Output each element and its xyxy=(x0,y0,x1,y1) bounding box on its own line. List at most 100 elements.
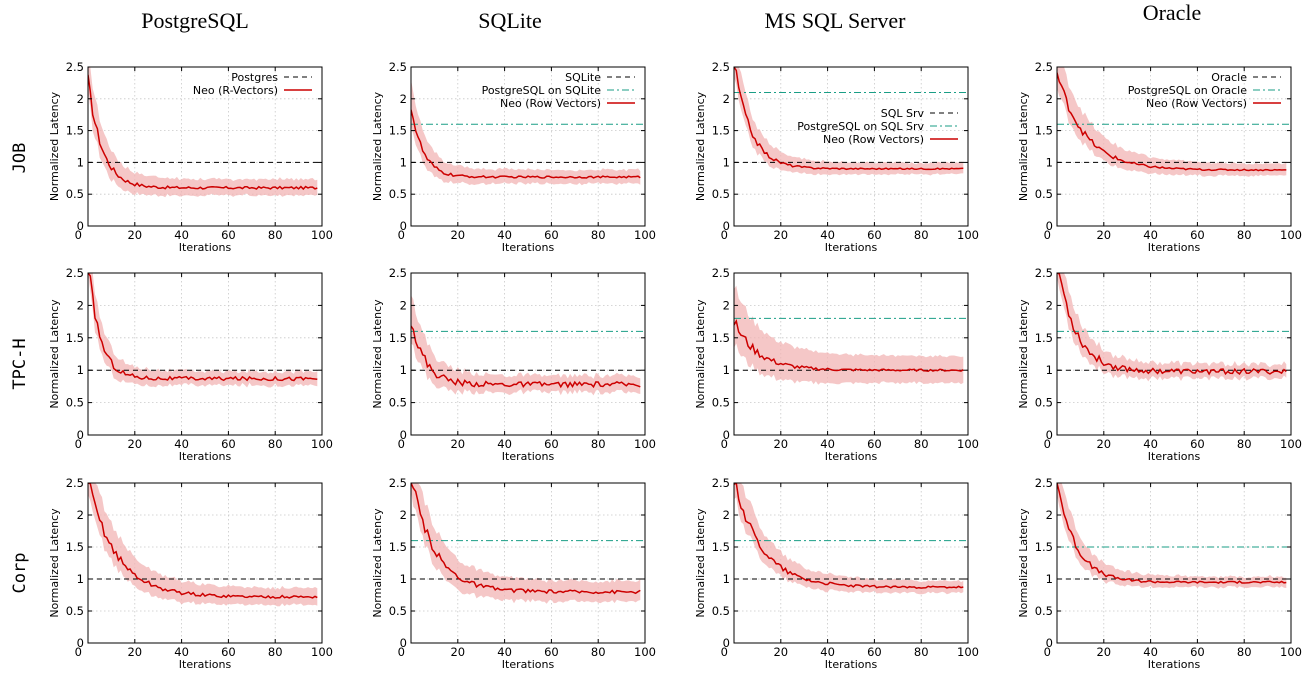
y-tick-label: 1 xyxy=(400,363,407,377)
panel-tpch-oracle: 0 20 40 60 80 100 0 0.5 1 1.5 2 2.5 Iterations Normal… xyxy=(1017,266,1302,463)
panel-corp-sqlite: 0 20 40 60 80 100 0 0.5 1 1.5 2 2.5 Iterations Normal… xyxy=(371,476,656,671)
y-tick-label: 2.5 xyxy=(1035,266,1053,280)
plot-frame xyxy=(1056,272,1292,436)
y-tick-label: 0 xyxy=(77,428,84,442)
x-tick-label: 0 xyxy=(1044,645,1051,659)
x-tick-label: 60 xyxy=(1190,228,1205,242)
y-tick-label: 0.5 xyxy=(66,396,84,410)
x-tick-label: 60 xyxy=(867,437,882,451)
x-tick-label: 100 xyxy=(634,228,656,242)
x-tick-label: 80 xyxy=(1237,645,1252,659)
y-tick-label: 2.5 xyxy=(66,266,84,280)
x-tick-label: 100 xyxy=(311,228,333,242)
x-tick-label: 20 xyxy=(1096,645,1111,659)
y-tick-label: 2.5 xyxy=(389,476,407,490)
y-tick-label: 0.5 xyxy=(66,187,84,201)
x-tick-label: 40 xyxy=(1143,437,1158,451)
y-tick-label: 1.5 xyxy=(66,540,84,554)
y-tick-label: 1.5 xyxy=(66,124,84,138)
y-tick-label: 1.5 xyxy=(1035,331,1053,345)
y-tick-label: 1 xyxy=(77,572,84,586)
x-axis-label: Iterations xyxy=(1148,450,1201,463)
y-tick-label: 1 xyxy=(400,572,407,586)
x-tick-label: 80 xyxy=(1237,228,1252,242)
x-tick-label: 100 xyxy=(957,645,979,659)
panel-tpch-mssqlserver: 0 20 40 60 80 100 0 0.5 1 1.5 2 2.5 Iterations Normal… xyxy=(694,266,979,463)
x-axis-label: Iterations xyxy=(502,658,555,671)
x-axis-label: Iterations xyxy=(502,450,555,463)
neo-variance-band xyxy=(734,67,964,176)
x-tick-label: 60 xyxy=(867,228,882,242)
y-axis-label: Normalized Latency xyxy=(1017,508,1030,618)
x-axis-label: Iterations xyxy=(1148,241,1201,254)
panel-tpch-sqlite: 0 20 40 60 80 100 0 0.5 1 1.5 2 2.5 Iterations Normal… xyxy=(371,266,656,463)
x-tick-label: 100 xyxy=(634,645,656,659)
plot-frame xyxy=(733,482,969,644)
x-tick-label: 60 xyxy=(221,437,236,451)
y-axis-label: Normalized Latency xyxy=(48,91,61,201)
y-tick-label: 2 xyxy=(400,508,407,522)
neo-variance-band xyxy=(411,295,641,396)
y-tick-label: 1 xyxy=(723,572,730,586)
legend-label: SQLite xyxy=(565,71,601,84)
x-tick-label: 40 xyxy=(820,645,835,659)
x-tick-label: 0 xyxy=(721,645,728,659)
panel-job-sqlite: 0 20 40 60 80 100 0 0.5 1 1.5 2 2.5 Iterations Normal… xyxy=(371,60,656,254)
panel-job-oracle: 0 20 40 60 80 100 0 0.5 1 1.5 2 2.5 Iterations Normal… xyxy=(1017,60,1302,254)
x-tick-label: 80 xyxy=(268,228,283,242)
y-tick-label: 1.5 xyxy=(1035,124,1053,138)
y-tick-label: 1 xyxy=(1046,572,1053,586)
neo-variance-band xyxy=(88,67,318,198)
panel-job-mssqlserver: 0 20 40 60 80 100 0 0.5 1 1.5 2 2.5 Iterations Normal… xyxy=(694,60,979,254)
y-tick-label: 2.5 xyxy=(712,60,730,74)
neo-latency-line xyxy=(1057,483,1287,585)
column-title-ms-sql-server: MS SQL Server xyxy=(765,8,907,33)
legend-label: PostgreSQL on Oracle xyxy=(1128,84,1248,97)
y-tick-label: 1.5 xyxy=(389,540,407,554)
y-axis-label: Normalized Latency xyxy=(694,91,707,201)
y-tick-label: 2 xyxy=(723,92,730,106)
y-tick-label: 2 xyxy=(1046,298,1053,312)
y-axis-label: Normalized Latency xyxy=(694,299,707,409)
panel-corp-oracle: 0 20 40 60 80 100 0 0.5 1 1.5 2 2.5 Iterations Normal… xyxy=(1017,476,1302,671)
x-tick-label: 80 xyxy=(591,228,606,242)
y-tick-label: 2 xyxy=(723,508,730,522)
x-axis-label: Iterations xyxy=(179,450,232,463)
x-axis-label: Iterations xyxy=(825,658,878,671)
legend-label: Oracle xyxy=(1211,71,1247,84)
y-tick-label: 0 xyxy=(723,428,730,442)
y-tick-label: 0.5 xyxy=(1035,604,1053,618)
x-tick-label: 0 xyxy=(721,228,728,242)
x-tick-label: 60 xyxy=(221,228,236,242)
x-tick-label: 40 xyxy=(174,645,189,659)
plot-frame xyxy=(410,66,646,227)
x-axis-label: Iterations xyxy=(179,241,232,254)
x-tick-label: 20 xyxy=(450,228,465,242)
x-tick-label: 0 xyxy=(75,645,82,659)
x-tick-label: 80 xyxy=(914,228,929,242)
legend-label: Neo (Row Vectors) xyxy=(1146,97,1247,110)
x-tick-label: 60 xyxy=(544,228,559,242)
y-tick-label: 2 xyxy=(77,298,84,312)
neo-latency-line xyxy=(88,483,318,599)
y-axis-label: Normalized Latency xyxy=(371,299,384,409)
y-tick-label: 2.5 xyxy=(712,476,730,490)
x-tick-label: 20 xyxy=(773,437,788,451)
x-tick-label: 20 xyxy=(127,437,142,451)
x-tick-label: 20 xyxy=(450,437,465,451)
neo-latency-line xyxy=(411,325,641,389)
y-tick-label: 1 xyxy=(77,363,84,377)
y-tick-label: 2 xyxy=(400,298,407,312)
x-axis-label: Iterations xyxy=(502,241,555,254)
neo-variance-band xyxy=(411,79,641,186)
plot-frame xyxy=(87,482,323,644)
x-tick-label: 0 xyxy=(398,228,405,242)
y-tick-label: 2.5 xyxy=(389,60,407,74)
neo-latency-line xyxy=(411,483,641,595)
neo-variance-band xyxy=(1057,273,1287,382)
x-tick-label: 60 xyxy=(544,437,559,451)
y-tick-label: 1.5 xyxy=(712,331,730,345)
x-tick-label: 80 xyxy=(591,437,606,451)
x-tick-label: 100 xyxy=(634,437,656,451)
